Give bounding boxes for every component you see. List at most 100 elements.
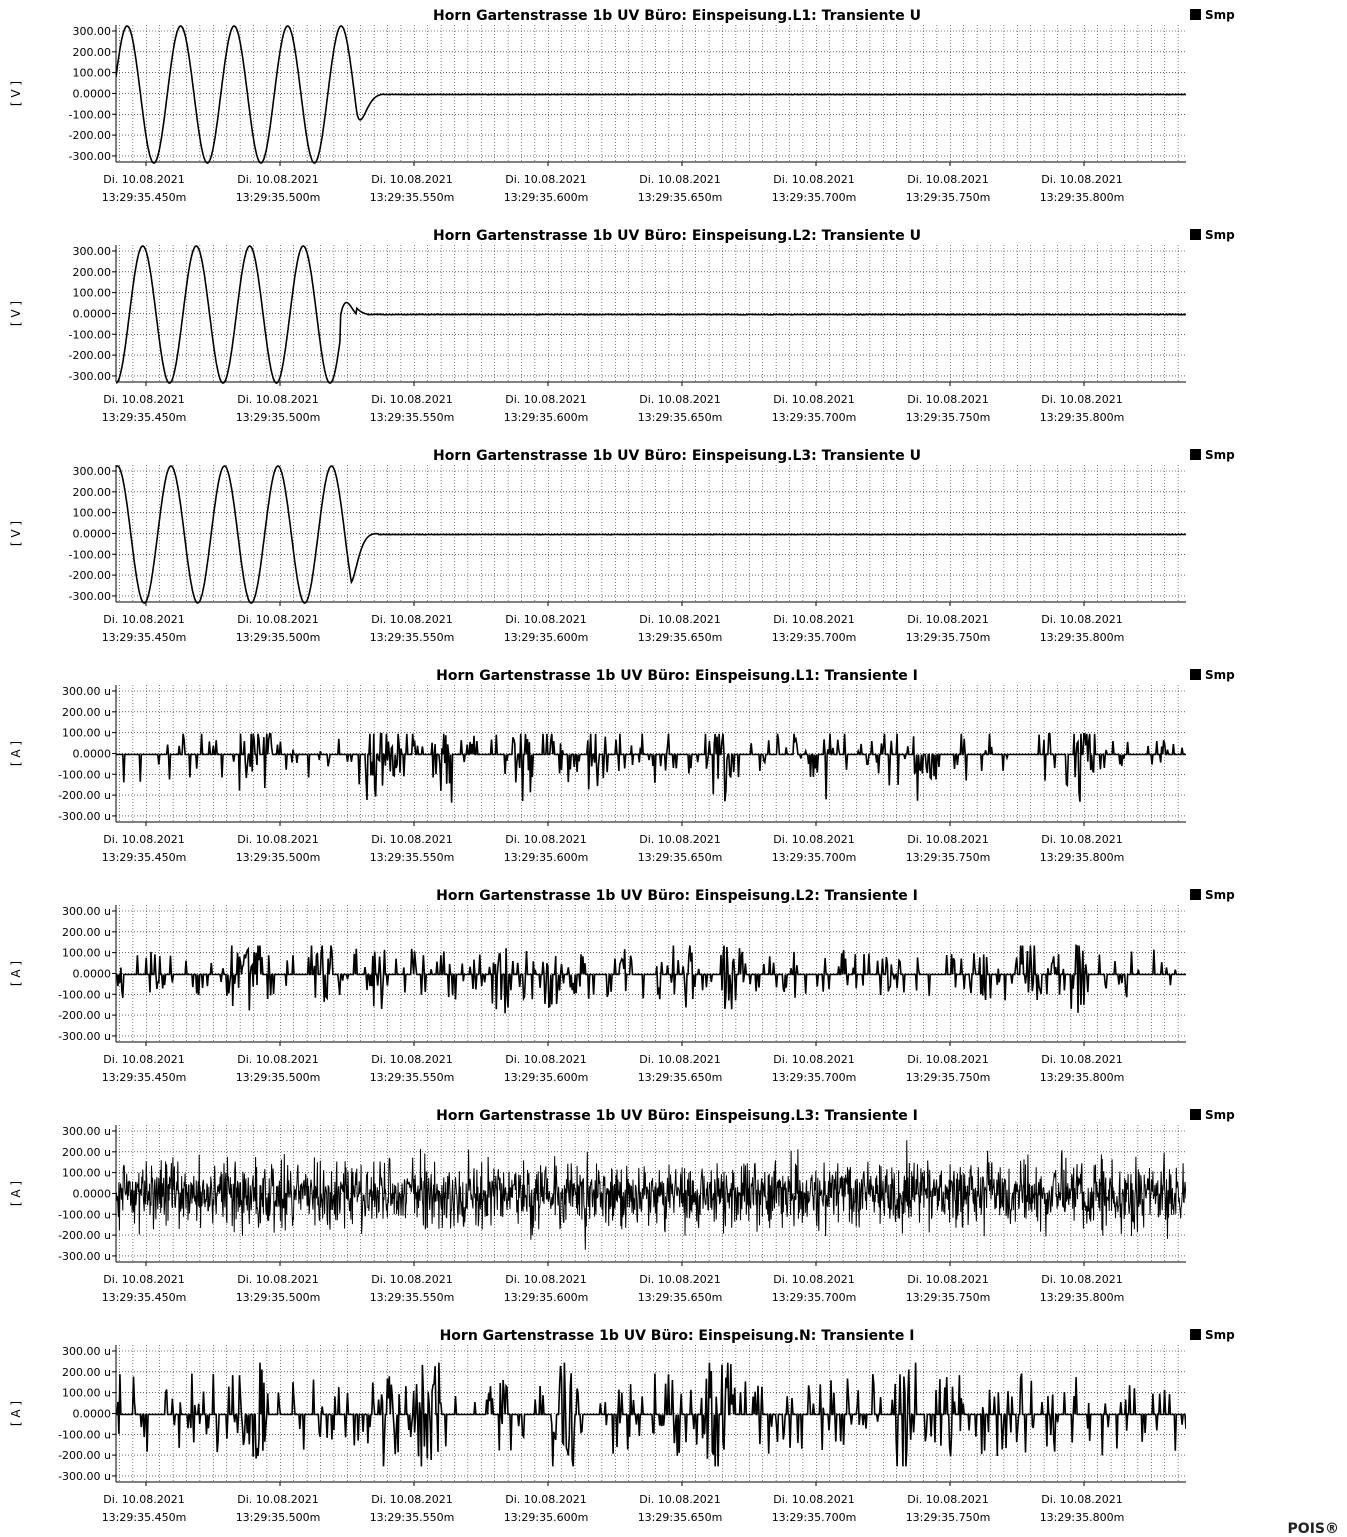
y-tick-label: 0.0000 bbox=[73, 967, 112, 980]
x-tick-date: Di. 10.08.2021 bbox=[1041, 613, 1123, 626]
y-tick-label: 300.00 u bbox=[62, 905, 111, 918]
y-tick-label: -100.00 bbox=[69, 328, 111, 341]
x-tick-date: Di. 10.08.2021 bbox=[639, 613, 721, 626]
y-tick-label: 100.00 u bbox=[62, 947, 111, 960]
x-tick-date: Di. 10.08.2021 bbox=[237, 1053, 319, 1066]
y-tick-label: 200.00 bbox=[73, 486, 112, 499]
x-tick-time: 13:29:35.600m bbox=[504, 1291, 589, 1304]
x-tick-date: Di. 10.08.2021 bbox=[371, 1493, 453, 1506]
x-tick-time: 13:29:35.550m bbox=[370, 1071, 455, 1084]
y-tick-label: -300.00 bbox=[69, 370, 111, 383]
y-tick-label: 300.00 u bbox=[62, 1125, 111, 1138]
x-tick-time: 13:29:35.750m bbox=[906, 1291, 991, 1304]
x-tick-time: 13:29:35.750m bbox=[906, 191, 991, 204]
x-tick-time: 13:29:35.600m bbox=[504, 411, 589, 424]
y-tick-label: 200.00 bbox=[73, 266, 112, 279]
y-tick-label: -200.00 u bbox=[58, 1449, 111, 1462]
x-tick-date: Di. 10.08.2021 bbox=[907, 613, 989, 626]
x-tick-time: 13:29:35.500m bbox=[236, 191, 321, 204]
x-tick-time: 13:29:35.800m bbox=[1040, 411, 1125, 424]
y-tick-label: -200.00 u bbox=[58, 789, 111, 802]
x-tick-date: Di. 10.08.2021 bbox=[505, 393, 587, 406]
legend-swatch bbox=[1190, 1109, 1201, 1120]
y-tick-label: 0.0000 bbox=[73, 747, 112, 760]
legend-label: Smp bbox=[1205, 888, 1235, 902]
x-tick-time: 13:29:35.650m bbox=[638, 1291, 723, 1304]
x-tick-date: Di. 10.08.2021 bbox=[103, 613, 185, 626]
y-axis-label: [ V ] bbox=[9, 81, 23, 106]
x-tick-time: 13:29:35.600m bbox=[504, 1071, 589, 1084]
x-tick-time: 13:29:35.450m bbox=[102, 851, 187, 864]
x-tick-date: Di. 10.08.2021 bbox=[505, 1053, 587, 1066]
legend-label: Smp bbox=[1205, 448, 1235, 462]
legend-swatch bbox=[1190, 889, 1201, 900]
y-tick-label: 200.00 u bbox=[62, 926, 111, 939]
legend-label: Smp bbox=[1205, 8, 1235, 22]
y-tick-label: -300.00 u bbox=[58, 1470, 111, 1483]
x-tick-date: Di. 10.08.2021 bbox=[1041, 1493, 1123, 1506]
x-tick-time: 13:29:35.500m bbox=[236, 411, 321, 424]
x-tick-time: 13:29:35.650m bbox=[638, 631, 723, 644]
x-tick-date: Di. 10.08.2021 bbox=[505, 173, 587, 186]
x-tick-date: Di. 10.08.2021 bbox=[103, 393, 185, 406]
chart-panel-4: Horn Gartenstrasse 1b UV Büro: Einspeisu… bbox=[9, 668, 1235, 864]
y-tick-label: -200.00 bbox=[69, 569, 111, 582]
y-tick-label: 200.00 bbox=[73, 46, 112, 59]
x-tick-time: 13:29:35.550m bbox=[370, 631, 455, 644]
x-tick-date: Di. 10.08.2021 bbox=[639, 393, 721, 406]
y-tick-label: 100.00 bbox=[73, 287, 112, 300]
x-tick-date: Di. 10.08.2021 bbox=[237, 1273, 319, 1286]
y-tick-label: -300.00 bbox=[69, 590, 111, 603]
y-tick-label: 300.00 u bbox=[62, 1345, 111, 1358]
x-tick-time: 13:29:35.600m bbox=[504, 851, 589, 864]
x-tick-time: 13:29:35.800m bbox=[1040, 631, 1125, 644]
x-tick-date: Di. 10.08.2021 bbox=[773, 393, 855, 406]
y-axis-label: [ A ] bbox=[9, 961, 23, 986]
x-tick-date: Di. 10.08.2021 bbox=[103, 173, 185, 186]
y-tick-label: 100.00 u bbox=[62, 1167, 111, 1180]
x-tick-time: 13:29:35.550m bbox=[370, 1511, 455, 1524]
x-tick-time: 13:29:35.800m bbox=[1040, 851, 1125, 864]
y-tick-label: 0.0000 bbox=[73, 527, 112, 540]
y-axis-label: [ V ] bbox=[9, 521, 23, 546]
x-tick-time: 13:29:35.450m bbox=[102, 631, 187, 644]
legend-label: Smp bbox=[1205, 228, 1235, 242]
y-tick-label: -100.00 u bbox=[58, 988, 111, 1001]
x-tick-date: Di. 10.08.2021 bbox=[505, 613, 587, 626]
chart-panel-5: Horn Gartenstrasse 1b UV Büro: Einspeisu… bbox=[9, 888, 1235, 1084]
x-tick-date: Di. 10.08.2021 bbox=[371, 393, 453, 406]
y-tick-label: 0.0000 bbox=[73, 307, 112, 320]
x-tick-date: Di. 10.08.2021 bbox=[103, 1493, 185, 1506]
chart-panel-1: Horn Gartenstrasse 1b UV Büro: Einspeisu… bbox=[9, 8, 1235, 204]
chart-title: Horn Gartenstrasse 1b UV Büro: Einspeisu… bbox=[440, 1328, 915, 1344]
y-tick-label: -300.00 u bbox=[58, 810, 111, 823]
y-tick-label: 0.0000 bbox=[73, 1187, 112, 1200]
x-tick-time: 13:29:35.500m bbox=[236, 1291, 321, 1304]
series-line-smp bbox=[116, 1362, 1186, 1467]
x-tick-date: Di. 10.08.2021 bbox=[505, 1273, 587, 1286]
y-tick-label: 100.00 u bbox=[62, 727, 111, 740]
chart-title: Horn Gartenstrasse 1b UV Büro: Einspeisu… bbox=[433, 8, 921, 24]
x-tick-time: 13:29:35.500m bbox=[236, 1071, 321, 1084]
x-tick-time: 13:29:35.500m bbox=[236, 1511, 321, 1524]
x-tick-date: Di. 10.08.2021 bbox=[505, 833, 587, 846]
y-axis-label: [ V ] bbox=[9, 301, 23, 326]
x-tick-date: Di. 10.08.2021 bbox=[907, 1273, 989, 1286]
x-tick-time: 13:29:35.650m bbox=[638, 851, 723, 864]
x-tick-time: 13:29:35.450m bbox=[102, 411, 187, 424]
x-tick-time: 13:29:35.800m bbox=[1040, 1071, 1125, 1084]
x-tick-date: Di. 10.08.2021 bbox=[639, 1053, 721, 1066]
chart-title: Horn Gartenstrasse 1b UV Büro: Einspeisu… bbox=[436, 1108, 918, 1124]
chart-title: Horn Gartenstrasse 1b UV Büro: Einspeisu… bbox=[433, 448, 921, 464]
x-tick-date: Di. 10.08.2021 bbox=[237, 173, 319, 186]
chart-title: Horn Gartenstrasse 1b UV Büro: Einspeisu… bbox=[436, 888, 918, 904]
y-tick-label: -200.00 bbox=[69, 349, 111, 362]
x-tick-time: 13:29:35.800m bbox=[1040, 1511, 1125, 1524]
x-tick-date: Di. 10.08.2021 bbox=[907, 1053, 989, 1066]
x-tick-date: Di. 10.08.2021 bbox=[773, 1273, 855, 1286]
y-tick-label: 300.00 bbox=[73, 465, 112, 478]
x-tick-date: Di. 10.08.2021 bbox=[1041, 173, 1123, 186]
series-line-smp bbox=[116, 465, 1186, 604]
y-tick-label: -100.00 u bbox=[58, 1208, 111, 1221]
x-tick-date: Di. 10.08.2021 bbox=[639, 1493, 721, 1506]
